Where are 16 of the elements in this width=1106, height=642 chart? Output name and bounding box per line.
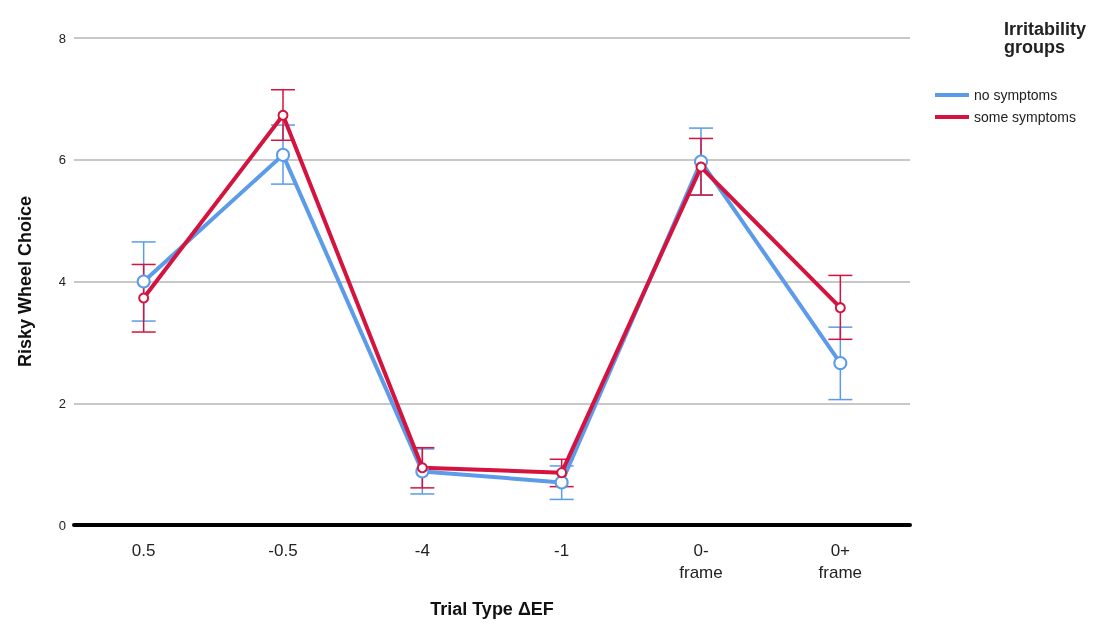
x-tick-label: 0+ frame — [818, 540, 863, 582]
y-tick-label: 6 — [58, 152, 66, 168]
legend-label: no symptoms — [974, 87, 1058, 103]
x-tick-label: -1 — [554, 540, 570, 560]
y-tick-label: 8 — [58, 30, 66, 46]
x-tick-label: 0- frame — [679, 540, 723, 582]
x-tick-label: 0.5 — [131, 540, 156, 560]
legend-title: Irritability groups — [1003, 19, 1087, 57]
x-tick-label: -0.5 — [268, 540, 298, 560]
y-axis-title: Risky Wheel Choice — [15, 195, 35, 368]
y-tick-label: 0 — [58, 517, 66, 533]
y-tick-label: 2 — [58, 395, 66, 411]
x-axis-title: Trial Type ΔEF — [430, 599, 554, 619]
legend-label: some symptoms — [974, 109, 1076, 125]
x-tick-label: -4 — [414, 540, 430, 560]
y-tick-label: 4 — [58, 274, 66, 289]
